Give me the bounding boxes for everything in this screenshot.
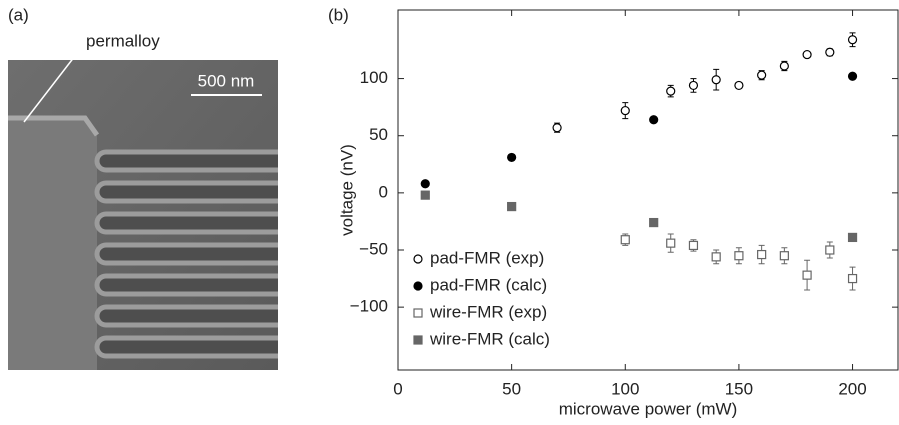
y-tick-label: 100 xyxy=(360,68,388,87)
sem-image xyxy=(8,51,290,370)
point xyxy=(688,80,699,91)
point xyxy=(420,179,430,189)
legend-marker xyxy=(413,281,423,291)
legend-marker xyxy=(413,254,423,264)
point xyxy=(507,201,517,212)
panel-label: (a) xyxy=(8,5,29,24)
y-tick-label: 0 xyxy=(379,182,388,201)
panel-label: (b) xyxy=(328,5,349,24)
x-tick-label: 200 xyxy=(838,379,866,398)
point xyxy=(552,123,562,133)
point xyxy=(802,270,812,280)
point xyxy=(688,240,699,251)
legend-marker xyxy=(413,335,423,345)
y-axis-label: voltage (nV) xyxy=(337,144,356,236)
point xyxy=(779,61,789,71)
scale-bar-label: 500 nm xyxy=(198,71,255,90)
point xyxy=(649,217,659,228)
legend-label: pad-FMR (calc) xyxy=(430,275,547,294)
x-tick-label: 150 xyxy=(725,379,753,398)
point xyxy=(620,105,630,116)
point xyxy=(847,35,858,45)
point xyxy=(847,232,858,243)
point xyxy=(711,252,721,262)
point xyxy=(847,71,858,81)
point xyxy=(666,86,676,96)
point xyxy=(734,80,744,91)
point xyxy=(847,273,858,284)
plot-frame xyxy=(397,9,899,371)
point xyxy=(757,70,767,80)
y-tick-label: −50 xyxy=(359,239,388,258)
point xyxy=(666,238,676,248)
point xyxy=(734,251,744,261)
point xyxy=(757,249,767,260)
point xyxy=(779,251,789,261)
legend-label: pad-FMR (exp) xyxy=(430,248,544,267)
annotation: permalloy xyxy=(86,31,160,50)
y-tick-label: −100 xyxy=(350,297,388,316)
point xyxy=(711,75,721,85)
point xyxy=(620,235,630,245)
x-tick-label: 100 xyxy=(611,379,639,398)
x-tick-label: 0 xyxy=(393,379,402,398)
point xyxy=(420,190,430,200)
legend-label: wire-FMR (calc) xyxy=(429,329,550,348)
point xyxy=(802,49,812,60)
x-tick-label: 50 xyxy=(502,379,521,398)
x-axis-label: microwave power (mW) xyxy=(559,399,738,418)
point xyxy=(825,245,835,255)
legend-label: wire-FMR (exp) xyxy=(429,302,547,321)
point xyxy=(507,152,517,163)
legend-marker xyxy=(413,308,423,318)
y-tick-label: 50 xyxy=(369,125,388,144)
point xyxy=(825,47,835,57)
point xyxy=(649,115,659,125)
